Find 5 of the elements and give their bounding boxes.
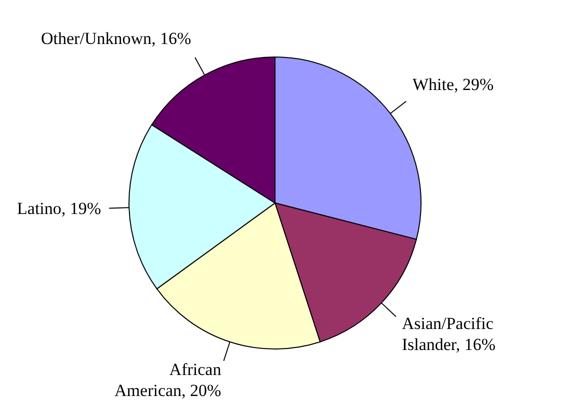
slice-label: Asian/Pacific Islander, 16% [402,313,497,356]
slice-label: White, 29% [412,74,494,95]
slice-label: African American, 20% [114,359,222,400]
slice-label: Other/Unknown, 16% [41,28,192,50]
slice-label: Latino, 19% [17,198,102,219]
